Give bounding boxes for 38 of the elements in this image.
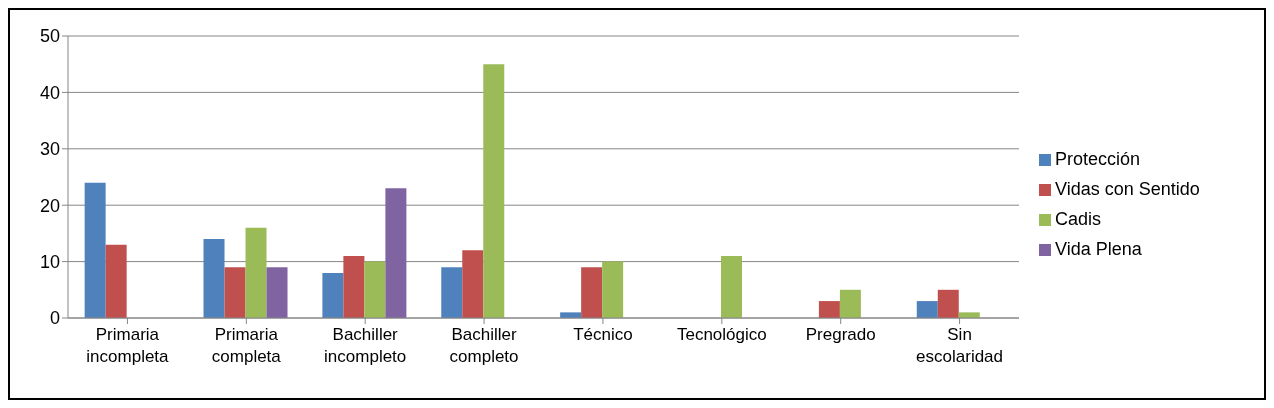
x-tick-label: Bachiller incompleto [324, 325, 407, 366]
bar [581, 267, 603, 318]
y-tick-label: 0 [49, 308, 60, 329]
x-tick-label: Sin escolaridad [916, 325, 1004, 366]
bar [839, 289, 861, 318]
bar [84, 182, 106, 318]
x-tick-label: Tecnológico [676, 325, 767, 344]
bar [322, 272, 344, 318]
bar [266, 267, 288, 318]
x-tick-label: Primaria incompleta [86, 325, 170, 366]
y-tick-label: 30 [39, 139, 60, 160]
bar [343, 255, 365, 318]
bar [483, 64, 505, 318]
bar [937, 289, 959, 318]
legend-label: Cadis [1055, 209, 1102, 229]
bar [462, 250, 484, 318]
bar [916, 301, 938, 318]
legend-label: Protección [1055, 149, 1141, 169]
y-tick-label: 40 [39, 82, 60, 103]
x-tick-label: Primaria completa [211, 325, 282, 366]
bar [441, 267, 463, 318]
legend-label: Vidas con Sentido [1055, 179, 1200, 199]
legend-label: Vida Plena [1055, 239, 1142, 259]
y-tick-label: 50 [39, 26, 60, 47]
bar [224, 267, 246, 318]
bar [721, 255, 743, 318]
bar [364, 261, 386, 318]
y-tick-label: 10 [39, 251, 60, 272]
bar [385, 188, 407, 318]
x-tick-label: Pregrado [805, 325, 876, 344]
bar [818, 301, 840, 318]
x-tick-label: Bachiller completo [449, 325, 519, 366]
x-tick-label: Técnico [573, 325, 633, 344]
bar [203, 239, 225, 318]
bar [245, 227, 267, 318]
bar [105, 244, 127, 318]
y-tick-label: 20 [39, 195, 60, 216]
bar [602, 261, 624, 318]
